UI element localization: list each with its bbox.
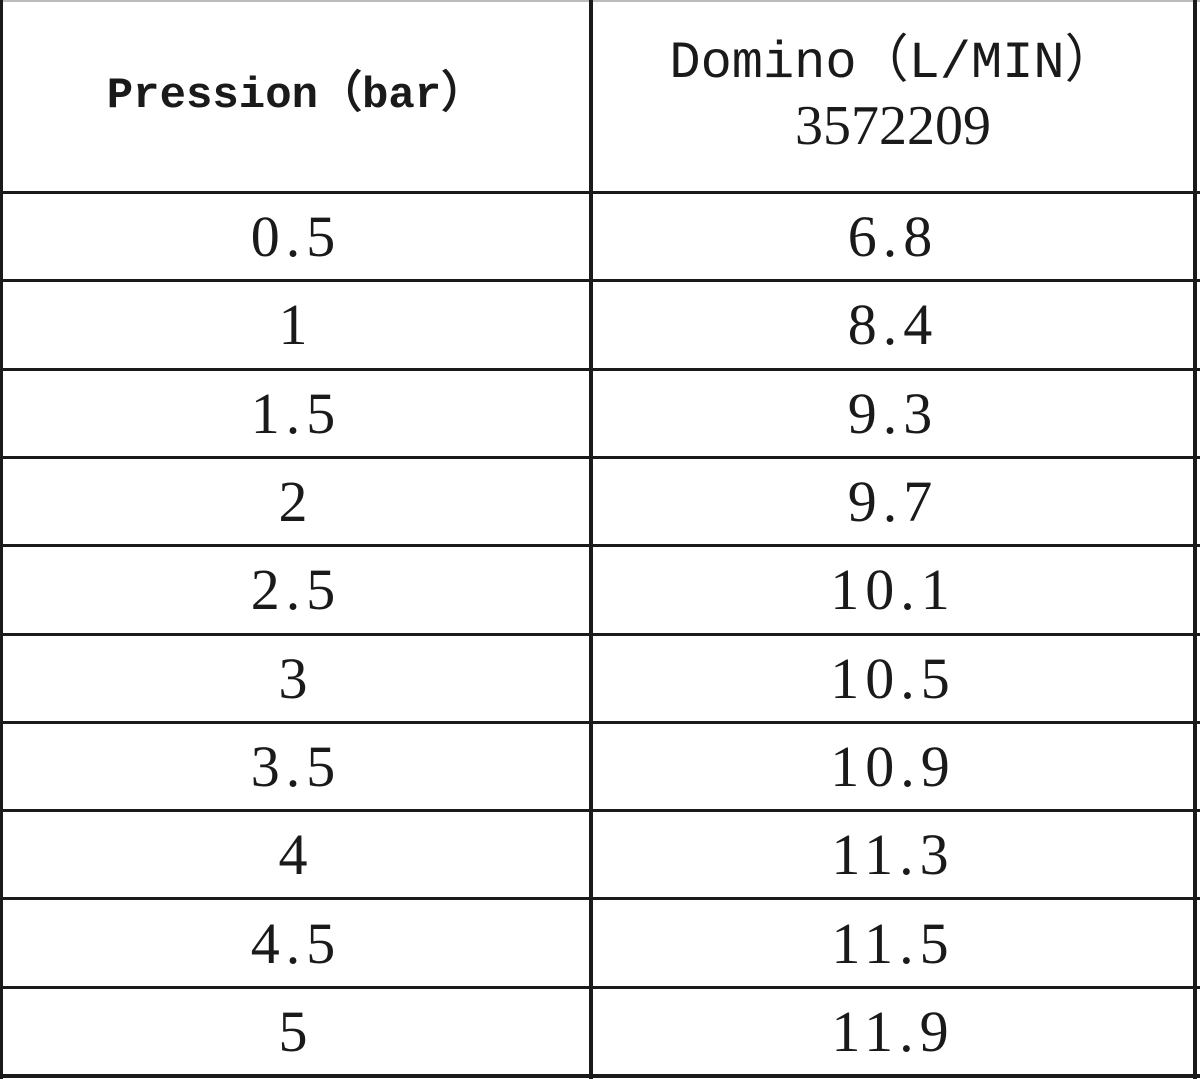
table-cell: 10.9 (830, 733, 956, 799)
row-divider (0, 720, 1200, 724)
top-border (0, 0, 1200, 2)
header-text: 3572209 (795, 94, 991, 157)
row-divider (0, 279, 1200, 283)
table-cell: 10.5 (830, 645, 956, 711)
table-cell: 11.5 (831, 910, 955, 976)
row-divider (0, 455, 1200, 459)
right-border (1193, 0, 1197, 1079)
header-text: Domino（L/MIN） (669, 33, 1117, 93)
table-cell: 11.3 (831, 822, 955, 888)
header-text: Pression（bar） (106, 70, 486, 121)
table-cell: 9.7 (847, 469, 939, 535)
row-divider (0, 809, 1200, 813)
table-cell: 3.5 (250, 733, 342, 799)
left-border (0, 0, 3, 1079)
table-cell: 4 (278, 822, 314, 888)
table-cell: 10.1 (830, 557, 956, 623)
bottom-border (0, 1074, 1200, 1078)
table-cell: 2.5 (250, 557, 342, 623)
table-cell: 11.9 (831, 998, 955, 1064)
table-cell: 2 (278, 469, 314, 535)
column-divider (589, 0, 593, 1079)
row-divider (0, 632, 1200, 636)
row-divider (0, 985, 1200, 989)
table-cell: 4.5 (250, 910, 342, 976)
row-divider (0, 191, 1200, 194)
table-cell: 8.4 (847, 292, 939, 358)
table-cell: 6.8 (847, 204, 939, 270)
table-cell: 0.5 (250, 204, 342, 270)
row-divider (0, 544, 1200, 548)
row-divider (0, 897, 1200, 901)
header-cell: Domino（L/MIN） 3572209 (593, 0, 1193, 192)
row-divider (0, 367, 1200, 371)
table-cell: 3 (278, 645, 314, 711)
table-cell: 1.5 (250, 380, 342, 446)
table-cell: 5 (278, 998, 314, 1064)
table-cell: 9.3 (847, 380, 939, 446)
table-cell: 1 (278, 292, 314, 358)
header-cell: Pression（bar） (3, 0, 589, 192)
